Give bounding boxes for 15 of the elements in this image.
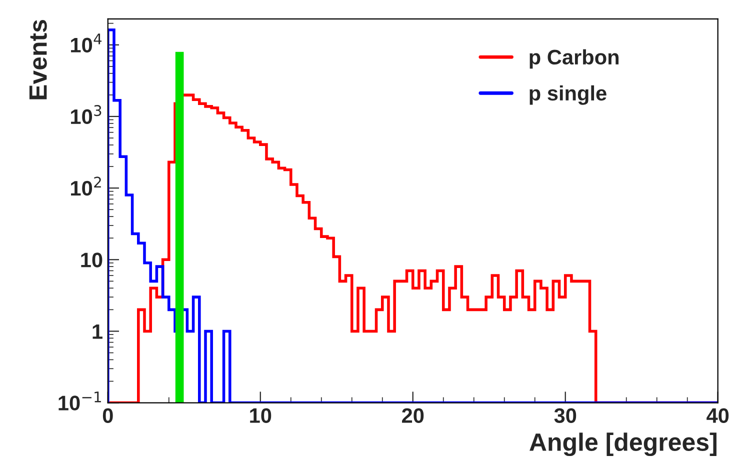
x-tick-label: 30 bbox=[554, 408, 576, 424]
x-tick-label: 40 bbox=[706, 408, 729, 423]
y-tick-label: 10$^{3}$ bbox=[71, 105, 102, 124]
x-tick-label: 20 bbox=[402, 408, 424, 423]
x-tick-label: 10 bbox=[250, 408, 272, 423]
y-axis-title: Events bbox=[29, 20, 47, 100]
y-tick-label: 1 bbox=[92, 324, 102, 339]
y-tick-label: 10$^{2}$ bbox=[71, 176, 101, 196]
y-tick-label: 10$^{−1}$ bbox=[58, 392, 101, 410]
legend-label: p single bbox=[530, 85, 606, 105]
x-tick-label: 0 bbox=[102, 408, 113, 423]
y-tick-label: 10$^{4}$ bbox=[71, 34, 102, 52]
x-axis-title: Angle [degrees] bbox=[530, 432, 716, 456]
y-tick-label: 10 bbox=[81, 252, 102, 268]
legend-label: p Carbon bbox=[530, 49, 619, 69]
